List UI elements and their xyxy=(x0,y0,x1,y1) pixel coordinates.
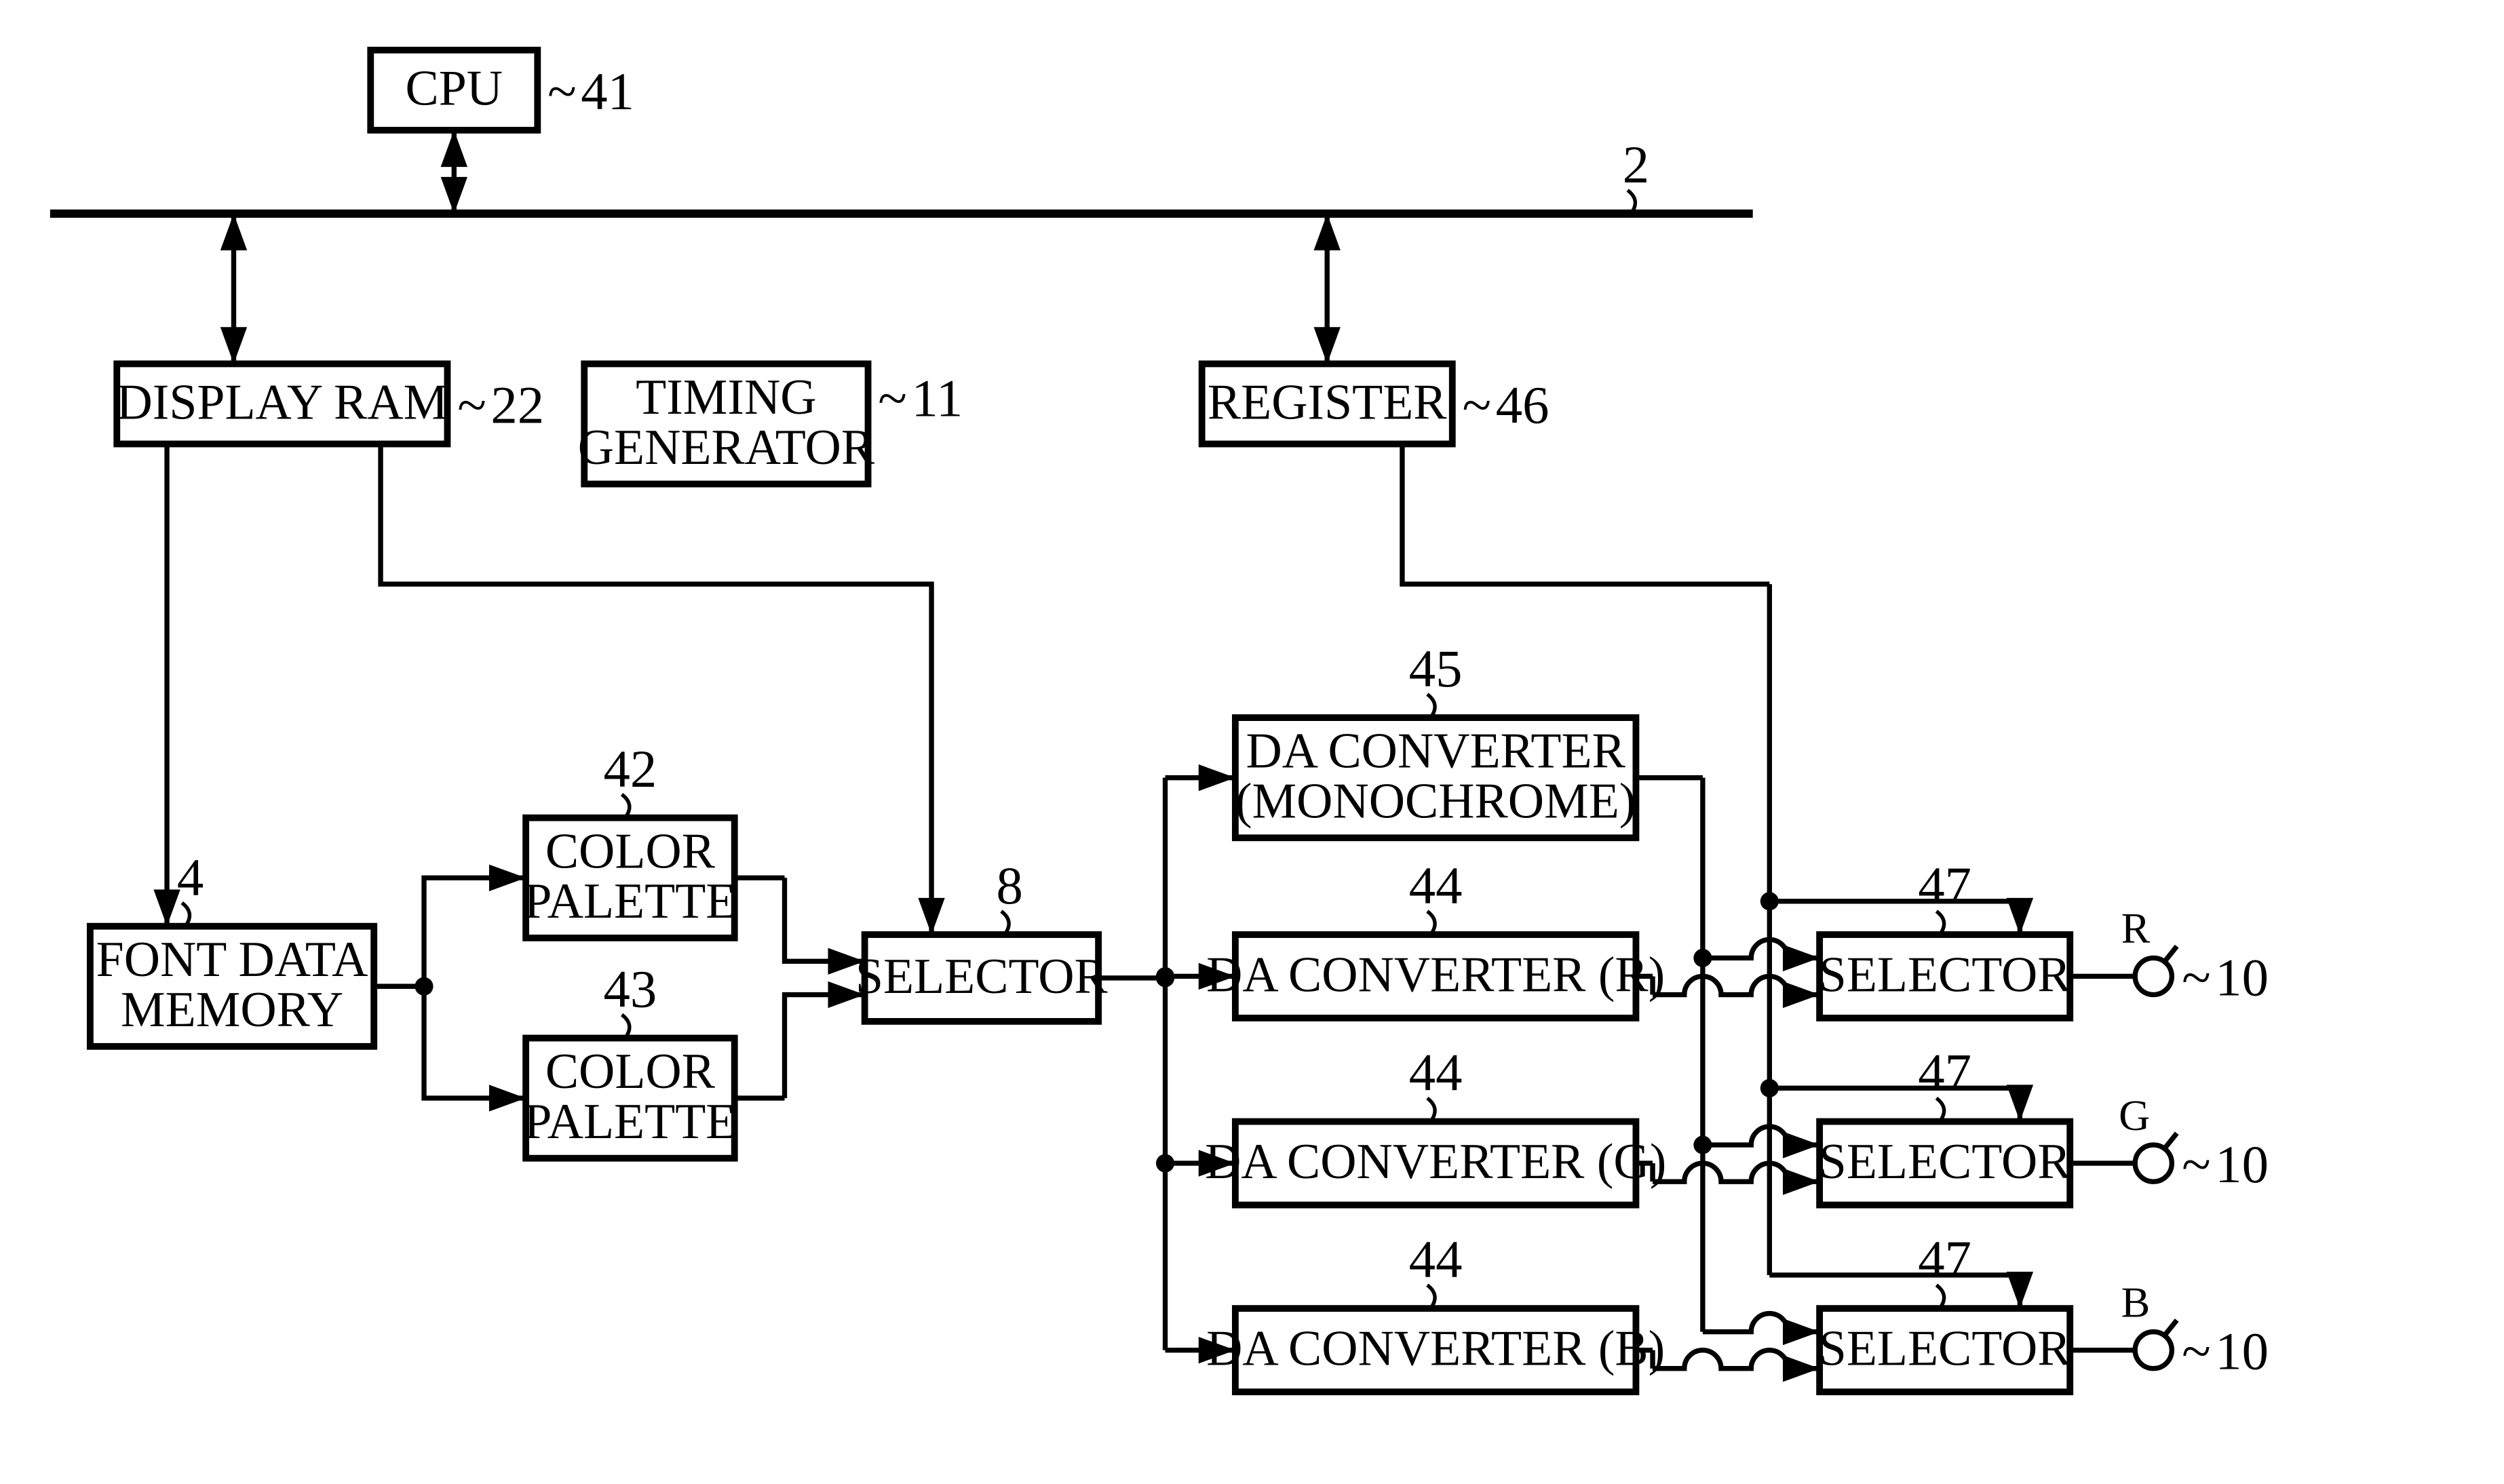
svg-text:CPU: CPU xyxy=(406,60,503,116)
color-palette-1-block: COLORPALETTE xyxy=(524,818,736,938)
svg-text:REGISTER: REGISTER xyxy=(1208,374,1447,429)
svg-text:DA CONVERTER (G): DA CONVERTER (G) xyxy=(1205,1133,1666,1189)
svg-text:46: 46 xyxy=(1496,376,1549,435)
da-converter-g-block: DA CONVERTER (G) xyxy=(1205,1122,1666,1205)
svg-text:10: 10 xyxy=(2215,1323,2269,1382)
svg-text:COLOR: COLOR xyxy=(545,823,716,878)
svg-text:B: B xyxy=(2121,1278,2151,1326)
svg-text:43: 43 xyxy=(604,960,657,1019)
svg-text:11: 11 xyxy=(912,370,963,429)
svg-text:42: 42 xyxy=(604,740,657,799)
svg-text:COLOR: COLOR xyxy=(545,1043,716,1099)
svg-text:4: 4 xyxy=(177,848,204,907)
svg-text:44: 44 xyxy=(1409,1230,1463,1289)
svg-text:45: 45 xyxy=(1409,640,1463,699)
svg-text:10: 10 xyxy=(2215,948,2269,1007)
da-converter-monochrome-block: DA CONVERTER(MONOCHROME) xyxy=(1235,718,1636,838)
svg-text:8: 8 xyxy=(997,857,1023,916)
timing-generator-block: TIMINGGENERATOR xyxy=(578,364,875,484)
color-palette-2-block: COLORPALETTE xyxy=(524,1038,736,1158)
svg-text:SELECTOR: SELECTOR xyxy=(1819,1133,2072,1189)
svg-text:44: 44 xyxy=(1409,857,1463,916)
svg-text:~: ~ xyxy=(457,376,486,435)
diagram-svg: 2CPU~41DISPLAY RAM~22TIMINGGENERATOR~11R… xyxy=(0,0,2504,1484)
svg-text:41: 41 xyxy=(581,62,634,121)
svg-text:10: 10 xyxy=(2215,1135,2269,1194)
svg-text:DA CONVERTER (B): DA CONVERTER (B) xyxy=(1206,1321,1665,1376)
da-converter-b-block: DA CONVERTER (B) xyxy=(1206,1308,1665,1392)
svg-text:DA CONVERTER: DA CONVERTER xyxy=(1246,723,1626,779)
selector-8-block: SELECTOR xyxy=(855,935,1109,1021)
svg-text:G: G xyxy=(2119,1091,2150,1139)
svg-text:TIMING: TIMING xyxy=(636,369,816,425)
svg-text:~: ~ xyxy=(878,370,907,429)
selector-b-block: SELECTOR xyxy=(1819,1308,2072,1392)
svg-text:DA CONVERTER (R): DA CONVERTER (R) xyxy=(1206,946,1665,1002)
svg-text:44: 44 xyxy=(1409,1044,1463,1103)
svg-text:PALETTE: PALETTE xyxy=(524,1093,736,1149)
register-block: REGISTER xyxy=(1202,364,1452,444)
block-diagram: 2CPU~41DISPLAY RAM~22TIMINGGENERATOR~11R… xyxy=(0,0,2504,1484)
font-data-memory-block: FONT DATAMEMORY xyxy=(90,926,374,1047)
svg-text:~: ~ xyxy=(1463,376,1492,435)
svg-text:~: ~ xyxy=(2182,948,2211,1007)
svg-text:47: 47 xyxy=(1918,1230,1971,1289)
selector-g-block: SELECTOR xyxy=(1819,1122,2072,1205)
svg-text:SELECTOR: SELECTOR xyxy=(855,948,1109,1004)
svg-text:GENERATOR: GENERATOR xyxy=(578,419,875,475)
svg-text:~: ~ xyxy=(2182,1135,2211,1194)
svg-text:SELECTOR: SELECTOR xyxy=(1819,946,2072,1002)
svg-text:~: ~ xyxy=(547,62,577,121)
svg-text:MEMORY: MEMORY xyxy=(121,981,343,1037)
cpu-block: CPU xyxy=(370,50,537,130)
da-converter-r-block: DA CONVERTER (R) xyxy=(1206,935,1665,1018)
svg-text:47: 47 xyxy=(1918,857,1971,916)
svg-text:~: ~ xyxy=(2182,1323,2211,1382)
svg-text:2: 2 xyxy=(1623,136,1649,195)
svg-text:R: R xyxy=(2121,904,2151,952)
selector-r-block: SELECTOR xyxy=(1819,935,2072,1018)
svg-text:DISPLAY RAM: DISPLAY RAM xyxy=(117,374,448,429)
svg-text:47: 47 xyxy=(1918,1044,1971,1103)
svg-text:PALETTE: PALETTE xyxy=(524,873,736,929)
svg-text:22: 22 xyxy=(490,376,544,435)
display-ram-block: DISPLAY RAM xyxy=(117,364,448,444)
svg-text:FONT DATA: FONT DATA xyxy=(96,931,368,987)
svg-text:SELECTOR: SELECTOR xyxy=(1819,1321,2072,1376)
svg-text:(MONOCHROME): (MONOCHROME) xyxy=(1235,773,1636,828)
